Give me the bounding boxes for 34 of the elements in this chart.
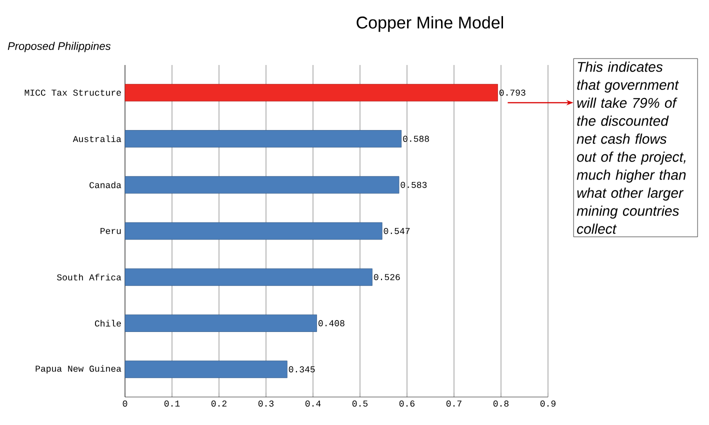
y-tick-label: Australia — [72, 135, 122, 142]
bar — [124, 314, 317, 332]
y-tick-label: Chile — [94, 320, 121, 327]
data-label: 0.583 — [400, 182, 427, 188]
data-label: 0.345 — [288, 366, 315, 372]
bar — [124, 130, 402, 148]
data-label: 0.547 — [384, 228, 410, 234]
data-label: 0.588 — [403, 136, 429, 142]
x-tick-label: 0.5 — [352, 400, 368, 407]
y-tick-label: MICC Tax Structure — [24, 90, 121, 96]
y-tick-label: Papua New Guinea — [36, 365, 122, 374]
text: This indicates that government will take 79% of the discounted net cash flows out of the project, much higher than what other larger mining countries collect — [576, 62, 686, 234]
data-label: 0.793 — [499, 90, 526, 96]
bar — [124, 268, 372, 286]
x-tick-label: 0.2 — [211, 400, 226, 407]
chart-subtitle: Proposed Philippines — [8, 42, 111, 52]
bar — [124, 360, 288, 378]
x-tick-label: 0.4 — [305, 400, 321, 407]
data-label: 0.526 — [374, 274, 400, 280]
x-tick-label: 0.3 — [258, 400, 274, 407]
x-tick-label: 0.8 — [493, 400, 509, 407]
bar — [124, 84, 498, 102]
x-tick-label: 0.6 — [399, 400, 415, 407]
y-tick-label: South Africa — [57, 274, 122, 280]
data-label: 0.408 — [318, 320, 344, 326]
chart-title: Copper Mine Model — [356, 16, 504, 32]
bar — [124, 222, 382, 240]
x-tick-label: 0.9 — [540, 400, 556, 407]
y-tick-label: Peru — [100, 228, 121, 234]
y-tick-label: Canada — [90, 182, 122, 188]
x-tick-label: 0.1 — [164, 400, 180, 407]
x-tick-label: 0 — [122, 400, 128, 407]
x-tick-label: 0.7 — [446, 400, 462, 407]
bar — [124, 176, 400, 194]
